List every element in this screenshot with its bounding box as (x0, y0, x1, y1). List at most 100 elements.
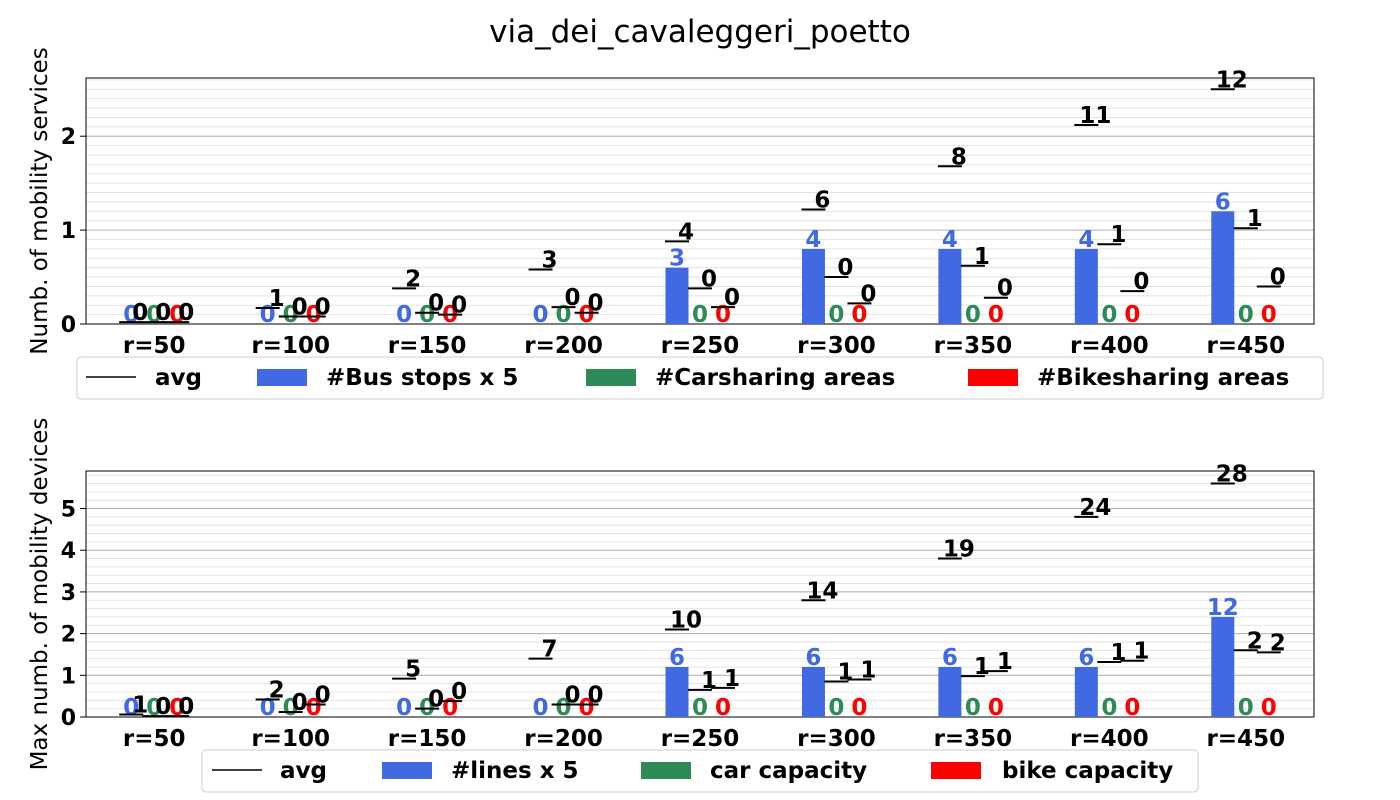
plot-frame (85, 77, 1315, 325)
avg-value-label: 1 (997, 649, 1013, 675)
legend-swatch (586, 369, 636, 386)
avg-value-label: 1 (974, 244, 990, 270)
avg-value-label: 8 (951, 144, 967, 170)
avg-value-label: 0 (428, 291, 444, 317)
legend-swatch (257, 369, 307, 386)
legend-label: #Bus stops x 5 (326, 365, 518, 391)
bar-value-label: 6 (805, 645, 821, 671)
bar-value-label: 6 (1078, 645, 1094, 671)
avg-value-label: 2 (1270, 630, 1286, 656)
legend-swatch (931, 762, 981, 779)
bar-value-label: 0 (692, 695, 708, 721)
y-tick-label: 3 (61, 581, 76, 606)
legend-swatch (968, 369, 1018, 386)
category-label: r=100 (251, 726, 330, 752)
avg-value-label: 0 (997, 276, 1013, 302)
avg-value-label: 19 (943, 537, 975, 563)
bar-value-label: 0 (579, 302, 595, 328)
avg-value-label: 1 (269, 286, 285, 312)
bar-value-label: 4 (1078, 227, 1094, 253)
avg-value-label: 0 (837, 255, 853, 281)
avg-value-label: 7 (542, 637, 558, 663)
avg-value-label: 0 (451, 679, 467, 705)
bar-value-label: 0 (146, 695, 162, 721)
avg-value-label: 0 (292, 690, 308, 716)
avg-value-label: 0 (132, 300, 148, 326)
category-label: r=150 (388, 333, 467, 359)
category-label: r=100 (251, 333, 330, 359)
bar-value-label: 0 (556, 695, 572, 721)
legend-label: bike capacity (1002, 758, 1173, 784)
bar-value-label: 6 (669, 645, 685, 671)
bar-value-label: 0 (306, 302, 322, 328)
avg-value-label: 1 (1247, 206, 1263, 232)
avg-value-label: 6 (814, 187, 830, 213)
category-label: r=150 (388, 726, 467, 752)
legend-label: #Carsharing areas (655, 365, 895, 391)
legend-swatch (641, 762, 691, 779)
bar (665, 666, 689, 717)
bar (801, 666, 825, 717)
avg-value-label: 1 (860, 657, 876, 683)
category-label: r=200 (524, 726, 603, 752)
avg-value-label: 0 (588, 682, 604, 708)
avg-value-label: 28 (1216, 462, 1248, 488)
avg-value-label: 0 (155, 694, 171, 720)
avg-value-label: 0 (451, 293, 467, 319)
bar-value-label: 0 (306, 695, 322, 721)
bar-value-label: 0 (715, 302, 731, 328)
figure-title: via_dei_cavaleggeri_poetto (489, 14, 911, 50)
avg-value-label: 4 (678, 219, 694, 245)
avg-value-label: 0 (701, 266, 717, 292)
bar-value-label: 0 (169, 695, 185, 721)
y-tick-label: 2 (61, 125, 76, 150)
avg-value-label: 12 (1216, 67, 1248, 93)
avg-value-label: 1 (974, 654, 990, 680)
avg-value-label: 2 (269, 677, 285, 703)
legend-label: car capacity (710, 758, 867, 784)
legend-label: avg (280, 758, 327, 784)
avg-value-label: 1 (132, 692, 148, 718)
bar-value-label: 0 (1261, 302, 1277, 328)
bar-value-label: 0 (715, 695, 731, 721)
bar-value-label: 3 (669, 246, 685, 272)
bar-value-label: 0 (260, 695, 276, 721)
bar-value-label: 6 (942, 645, 958, 671)
avg-value-label: 1 (724, 666, 740, 692)
legend-box (76, 356, 1324, 400)
y-tick-label: 2 (61, 623, 76, 648)
avg-value-label: 0 (315, 294, 331, 320)
avg-value-label: 10 (670, 607, 702, 633)
bar (938, 666, 962, 717)
avg-value-label: 0 (1133, 269, 1149, 295)
bar-value-label: 0 (579, 695, 595, 721)
avg-value-label: 24 (1079, 495, 1111, 521)
category-label: r=250 (661, 333, 740, 359)
avg-value-label: 5 (405, 657, 421, 683)
y-tick-label: 0 (61, 706, 76, 731)
avg-value-label: 0 (428, 687, 444, 713)
category-label: r=350 (934, 333, 1013, 359)
category-label: r=250 (661, 726, 740, 752)
bar-value-label: 6 (1215, 189, 1231, 215)
bar (801, 248, 825, 324)
bar-value-label: 0 (1238, 302, 1254, 328)
legend-label: avg (155, 365, 202, 391)
bar (1211, 211, 1235, 324)
bar-value-label: 0 (396, 695, 412, 721)
y-tick-label: 0 (61, 313, 76, 338)
bar-value-label: 0 (965, 302, 981, 328)
y-tick-label: 1 (61, 664, 76, 689)
bar-value-label: 0 (283, 695, 299, 721)
avg-value-label: 14 (806, 578, 838, 604)
y-axis-label: Numb. of mobility services (27, 47, 53, 354)
bar (665, 267, 689, 324)
category-label: r=50 (123, 333, 186, 359)
avg-value-label: 1 (1133, 639, 1149, 665)
bar-value-label: 4 (942, 227, 958, 253)
category-label: r=300 (797, 726, 876, 752)
avg-value-label: 0 (565, 285, 581, 311)
bar-value-label: 0 (1101, 695, 1117, 721)
avg-value-label: 2 (405, 266, 421, 292)
